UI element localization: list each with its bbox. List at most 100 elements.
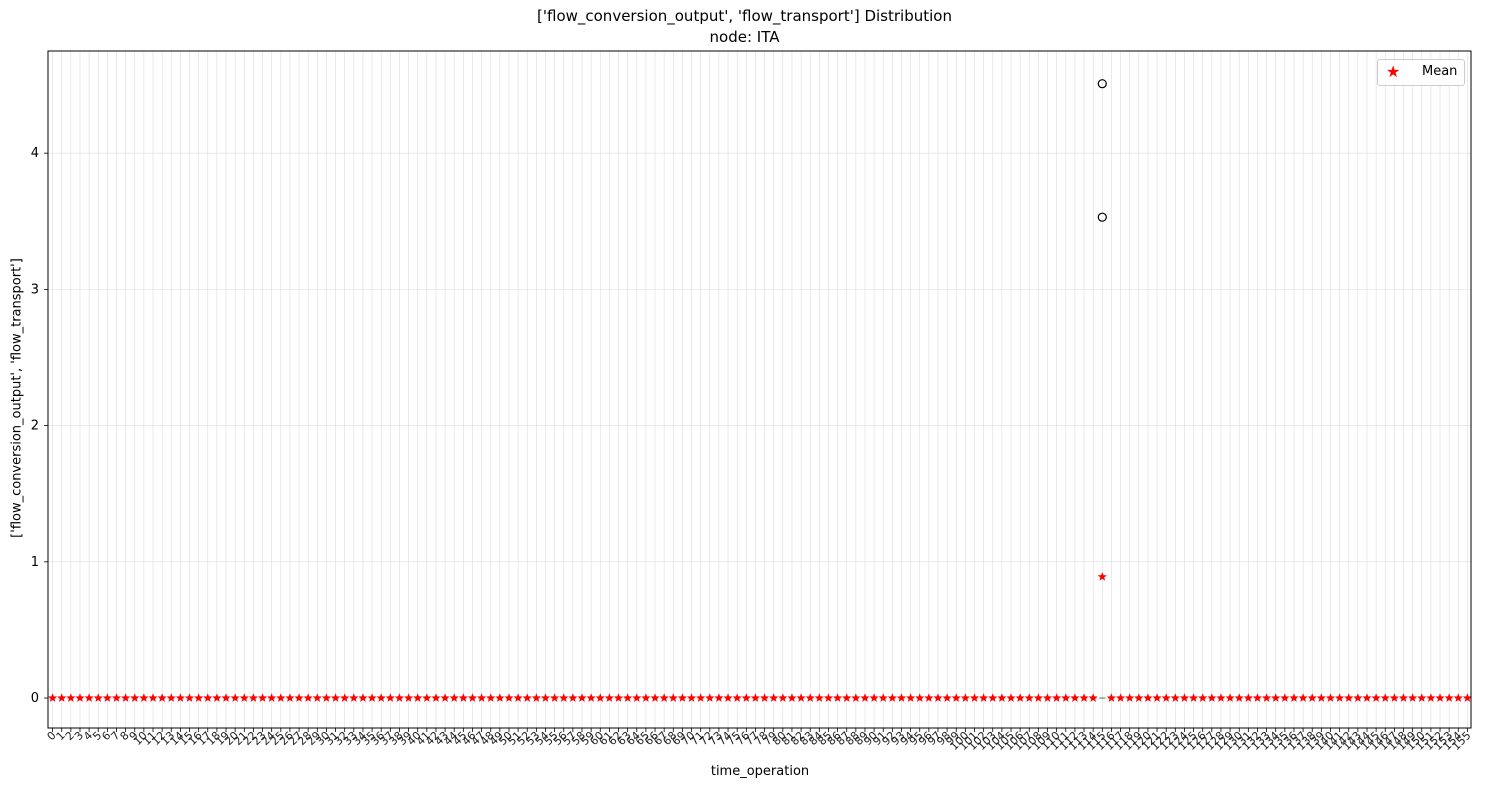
mean-marker — [1161, 693, 1171, 702]
mean-marker — [267, 693, 277, 702]
mean-marker — [175, 693, 185, 702]
mean-marker — [1344, 693, 1354, 702]
mean-marker — [349, 693, 359, 702]
y-tick-label: 0 — [31, 691, 39, 706]
mean-marker — [66, 693, 76, 702]
mean-marker — [796, 693, 806, 702]
mean-marker — [285, 693, 295, 702]
mean-marker — [495, 693, 505, 702]
mean-marker — [769, 693, 779, 702]
mean-marker — [641, 693, 651, 702]
mean-marker — [321, 693, 331, 702]
mean-marker — [504, 693, 514, 702]
mean-marker — [979, 693, 989, 702]
mean-marker — [1252, 693, 1263, 702]
mean-marker — [540, 693, 551, 702]
mean-marker — [1143, 693, 1153, 702]
mean-marker — [677, 693, 687, 702]
mean-marker — [1189, 693, 1199, 702]
mean-marker — [440, 693, 450, 702]
mean-marker — [668, 693, 678, 702]
mean-marker — [778, 693, 788, 702]
y-axis-label: ['flow_conversion_output', 'flow_transpo… — [9, 258, 25, 538]
mean-marker — [1079, 693, 1089, 702]
mean-marker — [1115, 693, 1126, 702]
grid-layer — [48, 51, 1471, 728]
mean-marker — [878, 693, 888, 702]
mean-marker — [1262, 693, 1272, 702]
legend-label-mean: Mean — [1422, 64, 1458, 79]
mean-marker — [1106, 693, 1116, 702]
mean-marker — [1325, 693, 1336, 702]
mean-marker — [1362, 693, 1372, 702]
mean-marker — [1243, 693, 1253, 702]
mean-marker — [1298, 693, 1308, 702]
mean-marker — [732, 693, 742, 702]
mean-marker — [969, 693, 980, 702]
mean-marker — [1033, 693, 1043, 702]
mean-marker — [1070, 693, 1080, 702]
mean-marker — [513, 693, 523, 702]
mean-marker — [1088, 693, 1098, 702]
mean-marker — [148, 693, 158, 702]
mean-marker — [659, 693, 669, 702]
mean-marker — [805, 693, 815, 702]
mean-marker — [184, 693, 195, 702]
mean-marker — [1408, 693, 1418, 702]
mean-marker — [906, 693, 916, 702]
mean-marker — [1435, 693, 1445, 702]
mean-marker — [1426, 693, 1436, 702]
mean-marker — [486, 693, 496, 702]
mean-marker — [467, 693, 478, 702]
mean-marker — [139, 693, 149, 702]
mean-marker — [869, 693, 879, 702]
mean-marker — [340, 693, 350, 702]
mean-marker — [1444, 693, 1454, 702]
mean-marker — [686, 693, 697, 702]
mean-marker — [194, 693, 204, 702]
mean-marker — [431, 693, 441, 702]
mean-marker — [48, 693, 58, 702]
x-axis-label: time_operation — [710, 764, 810, 779]
mean-marker — [276, 693, 286, 702]
y-tick-label: 3 — [31, 282, 39, 297]
mean-marker — [623, 693, 633, 702]
chart-subtitle: node: ITA — [709, 28, 780, 46]
mean-marker — [111, 693, 122, 702]
mean-marker — [1234, 693, 1244, 702]
mean-marker — [522, 693, 532, 702]
mean-marker — [239, 693, 249, 702]
mean-marker — [312, 693, 322, 702]
mean-marker — [1097, 572, 1107, 581]
mean-marker — [84, 693, 94, 702]
legend: ★ Mean — [1377, 59, 1465, 86]
mean-marker — [1453, 693, 1463, 702]
mean-marker — [550, 693, 560, 702]
y-tick-label: 4 — [31, 146, 39, 161]
mean-marker — [632, 693, 642, 702]
outlier-point — [1097, 79, 1107, 89]
mean-marker — [294, 693, 304, 702]
mean-marker — [1225, 693, 1235, 702]
mean-marker — [1042, 693, 1053, 702]
mean-marker — [613, 693, 624, 702]
tick-layer: 0123456789101112131415161718192021222324… — [31, 146, 1474, 753]
mean-marker — [1179, 693, 1190, 702]
mean-marker — [860, 693, 870, 702]
mean-marker — [842, 693, 852, 702]
mean-marker — [814, 693, 824, 702]
mean-marker — [723, 693, 733, 702]
mean-marker — [988, 693, 998, 702]
axes-frame — [47, 50, 1472, 729]
mean-marker — [586, 693, 596, 702]
mean-marker — [559, 693, 569, 702]
mean-marker — [75, 693, 85, 702]
mean-marker — [1198, 693, 1208, 702]
mean-marker — [696, 693, 706, 702]
mean-marker — [1371, 693, 1381, 702]
mean-marker — [422, 693, 432, 702]
mean-marker — [787, 693, 797, 702]
mean-marker — [212, 693, 222, 702]
y-tick-label: 2 — [31, 419, 39, 434]
mean-marker — [230, 693, 240, 702]
